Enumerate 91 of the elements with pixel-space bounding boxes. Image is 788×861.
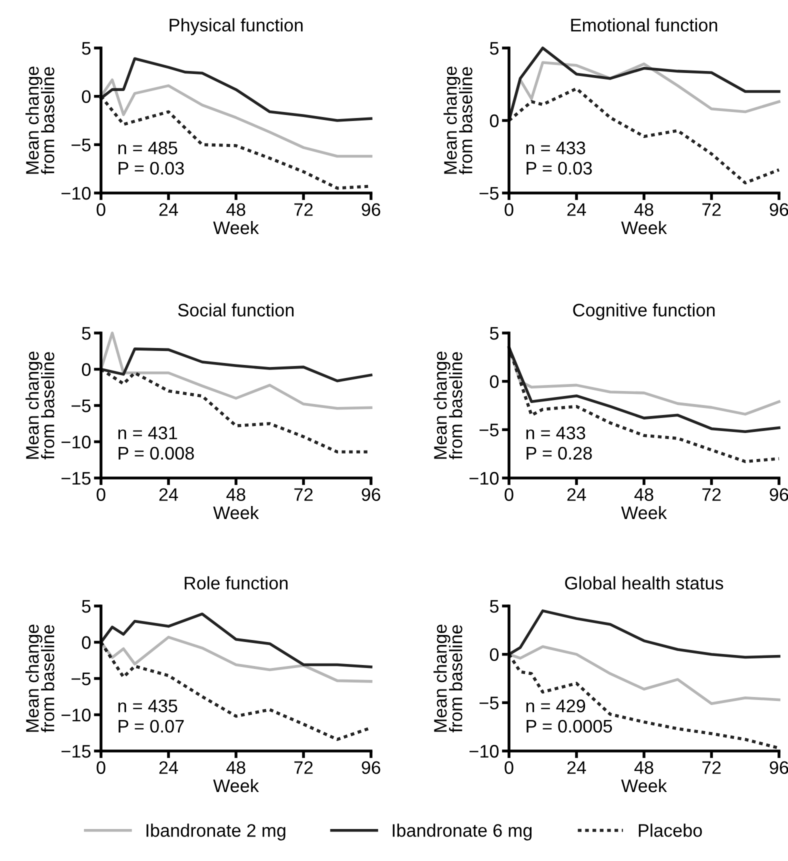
x-axis-title: Week: [213, 506, 259, 520]
x-tick-label: 48: [634, 203, 654, 216]
x-tick-label: 24: [567, 488, 586, 501]
x-tick-label: 48: [634, 488, 654, 501]
x-tick-label: 24: [159, 203, 178, 216]
chart-title: Cognitive function: [573, 303, 715, 320]
x-tick-label: 0: [504, 488, 514, 501]
x-tick-label: 48: [226, 203, 246, 216]
y-tick-label: −5: [72, 672, 91, 686]
y-tick-label: −10: [470, 472, 499, 485]
legend-label: Ibandronate 6 mg: [392, 824, 532, 840]
x-tick-label: 96: [770, 488, 788, 501]
y-tick-label: −5: [480, 696, 499, 710]
y-tick-label: 5: [82, 600, 91, 613]
x-axis-title: Week: [621, 506, 667, 520]
y-tick-label: 0: [82, 636, 91, 649]
x-tick-label: 48: [634, 761, 654, 774]
x-tick-label: 96: [362, 203, 380, 216]
y-tick-label: −5: [72, 138, 91, 152]
x-axis-title: Week: [213, 778, 259, 792]
chart-title: Emotional function: [571, 18, 718, 32]
y-tick-label: −10: [62, 186, 91, 200]
line-series: [100, 78, 372, 158]
y-tick-label: 0: [490, 375, 499, 388]
annotation: P = 0.03: [526, 162, 592, 175]
x-tick-label: 72: [702, 203, 721, 216]
x-tick-label: 0: [96, 203, 106, 216]
chart-title: Role function: [184, 576, 288, 590]
x-tick-label: 48: [226, 761, 246, 774]
annotation: n = 429: [526, 700, 586, 712]
x-tick-label: 72: [294, 761, 313, 774]
x-tick-label: 0: [504, 761, 514, 774]
x-axis-title: Week: [621, 220, 667, 234]
y-tick-label: 5: [82, 42, 91, 55]
x-tick-label: 24: [159, 761, 178, 774]
y-tick-label: −15: [62, 472, 91, 485]
y-tick-label: −10: [470, 744, 499, 758]
y-tick-label: 0: [490, 114, 499, 128]
annotation: P = 0.0005: [526, 720, 612, 733]
x-tick-label: 48: [226, 488, 246, 501]
x-tick-label: 24: [159, 488, 178, 501]
y-axis-title: Mean change from baseline: [26, 624, 54, 732]
y-tick-label: −5: [72, 400, 91, 412]
y-tick-label: −10: [62, 708, 91, 722]
legend-label: Ibandronate 2 mg: [146, 824, 286, 840]
y-axis-title: Mean change from baseline: [434, 624, 462, 732]
y-tick-label: −15: [62, 745, 91, 758]
legend-label: Placebo: [638, 824, 702, 837]
annotation: P = 0.008: [118, 446, 194, 460]
annotation: P = 0.28: [526, 446, 592, 460]
y-tick-label: 5: [490, 42, 499, 55]
annotation: n = 435: [118, 700, 178, 712]
x-tick-label: 0: [504, 203, 514, 216]
x-tick-label: 96: [362, 761, 380, 774]
y-tick-label: 5: [82, 327, 91, 340]
y-tick-label: 5: [490, 327, 499, 340]
annotation: n = 433: [526, 142, 586, 154]
x-axis-title: Week: [621, 778, 667, 792]
line-series: [100, 332, 372, 410]
annotation: n = 431: [118, 426, 178, 440]
x-tick-label: 96: [362, 488, 380, 501]
y-axis-title: Mean change from baseline: [434, 352, 462, 460]
x-tick-label: 24: [567, 203, 586, 216]
y-tick-label: −5: [480, 424, 499, 436]
annotation: P = 0.07: [118, 720, 184, 733]
y-tick-label: 0: [82, 90, 91, 104]
line-series: [100, 636, 372, 683]
x-axis-title: Week: [213, 220, 259, 234]
y-axis-title: Mean change from baseline: [26, 352, 54, 460]
x-tick-label: 0: [96, 488, 106, 501]
y-tick-label: −10: [62, 436, 91, 448]
chart-title: Physical function: [170, 18, 303, 36]
chart-title: Global health status: [565, 576, 724, 590]
x-tick-label: 72: [702, 488, 721, 501]
annotation: n = 485: [118, 142, 178, 154]
y-tick-label: 0: [490, 648, 499, 662]
y-tick-label: −5: [480, 187, 499, 200]
x-tick-label: 24: [567, 761, 586, 774]
chart-title: Social function: [178, 303, 294, 317]
annotation: n = 433: [526, 426, 586, 440]
x-tick-label: 72: [294, 203, 313, 216]
y-tick-label: 5: [490, 600, 499, 613]
x-tick-label: 72: [294, 488, 313, 501]
x-tick-label: 96: [770, 203, 788, 216]
x-tick-label: 0: [96, 761, 106, 774]
x-tick-label: 72: [702, 761, 721, 774]
y-tick-label: 0: [82, 363, 91, 376]
annotation: P = 0.03: [118, 162, 184, 175]
x-tick-label: 96: [770, 761, 788, 774]
y-axis-title: Mean change from baseline: [444, 66, 472, 174]
y-axis-title: Mean change from baseline: [26, 66, 54, 174]
